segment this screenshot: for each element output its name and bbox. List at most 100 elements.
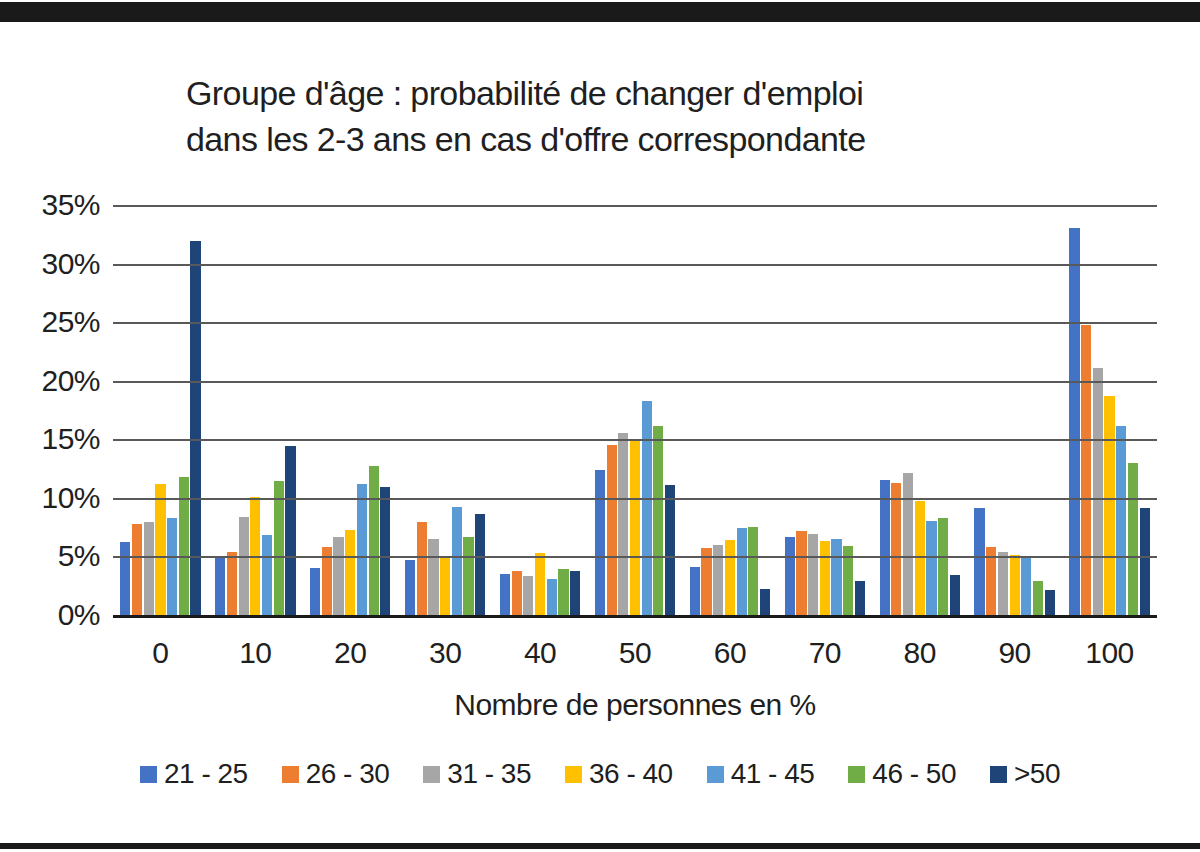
bar-36-40-cat30 bbox=[440, 558, 450, 615]
gridline-5pct bbox=[113, 556, 1157, 558]
bar->50-cat100 bbox=[1140, 508, 1150, 615]
bar->50-cat70 bbox=[855, 581, 865, 615]
legend-label: 46 - 50 bbox=[872, 758, 956, 790]
bar-21-25-cat0 bbox=[120, 542, 130, 615]
bar-46-50-cat100 bbox=[1128, 463, 1138, 615]
bar-41-45-cat20 bbox=[357, 484, 367, 615]
bar-group-80 bbox=[872, 205, 967, 615]
top-border-bar bbox=[0, 2, 1200, 22]
bar-group-20 bbox=[303, 205, 398, 615]
bar->50-cat60 bbox=[760, 589, 770, 615]
bar->50-cat30 bbox=[475, 514, 485, 615]
bar-41-45-cat50 bbox=[642, 401, 652, 615]
x-axis-title: Nombre de personnes en % bbox=[113, 688, 1157, 722]
bar-36-40-cat70 bbox=[820, 541, 830, 615]
legend-item-36-40: 36 - 40 bbox=[565, 758, 673, 790]
legend: 21 - 25 26 - 30 31 - 35 36 - 40 41 - 45 46 - … bbox=[0, 758, 1200, 790]
bar-31-35-cat90 bbox=[998, 552, 1008, 615]
bar->50-cat0 bbox=[190, 241, 200, 615]
legend-item-21-25: 21 - 25 bbox=[140, 758, 248, 790]
x-axis-tick-label-60: 60 bbox=[682, 636, 777, 670]
bar-26-30-cat10 bbox=[227, 552, 237, 615]
bar-31-35-cat50 bbox=[618, 433, 628, 615]
bar-46-50-cat40 bbox=[558, 569, 568, 615]
bar-group-90 bbox=[967, 205, 1062, 615]
legend-item->50: >50 bbox=[990, 758, 1060, 790]
gridline-25pct bbox=[113, 322, 1157, 324]
bar-21-25-cat90 bbox=[974, 508, 984, 615]
bar-36-40-cat0 bbox=[155, 484, 165, 615]
gridline-10pct bbox=[113, 498, 1157, 500]
legend-label: 31 - 35 bbox=[447, 758, 531, 790]
bar-26-30-cat40 bbox=[512, 571, 522, 616]
y-axis-tick-label-0pct: 0% bbox=[0, 598, 100, 632]
bar-group-10 bbox=[208, 205, 303, 615]
bar-36-40-cat60 bbox=[725, 540, 735, 615]
bar-31-35-cat30 bbox=[428, 539, 438, 615]
bar->50-cat10 bbox=[285, 446, 295, 615]
bar-46-50-cat90 bbox=[1033, 581, 1043, 615]
chart-canvas: Groupe d'âge : probabilité de changer d'… bbox=[0, 0, 1200, 852]
legend-swatch-icon bbox=[848, 766, 865, 783]
legend-item-31-35: 31 - 35 bbox=[423, 758, 531, 790]
bar-group-30 bbox=[398, 205, 493, 615]
bar-21-25-cat20 bbox=[310, 568, 320, 615]
legend-item-41-45: 41 - 45 bbox=[707, 758, 815, 790]
bar-31-35-cat100 bbox=[1093, 368, 1103, 615]
x-axis-tick-label-10: 10 bbox=[208, 636, 303, 670]
bar-21-25-cat30 bbox=[405, 560, 415, 615]
gridline-20pct bbox=[113, 381, 1157, 383]
bar->50-cat40 bbox=[570, 571, 580, 616]
y-axis-tick-label-20pct: 20% bbox=[0, 364, 100, 398]
bar-31-35-cat40 bbox=[523, 576, 533, 615]
legend-item-46-50: 46 - 50 bbox=[848, 758, 956, 790]
gridline-35pct bbox=[113, 205, 1157, 207]
bar-46-50-cat80 bbox=[938, 518, 948, 615]
bar-46-50-cat50 bbox=[653, 426, 663, 615]
x-axis-tick-label-100: 100 bbox=[1062, 636, 1157, 670]
x-axis-tick-label-40: 40 bbox=[493, 636, 588, 670]
bar-36-40-cat20 bbox=[345, 530, 355, 616]
bar-26-30-cat100 bbox=[1081, 325, 1091, 616]
y-axis-tick-label-10pct: 10% bbox=[0, 481, 100, 515]
bar-group-50 bbox=[588, 205, 683, 615]
x-axis-tick-label-50: 50 bbox=[588, 636, 683, 670]
bar-31-35-cat0 bbox=[144, 522, 154, 615]
chart-title-line-2: dans les 2-3 ans en cas d'offre correspo… bbox=[186, 116, 866, 162]
y-axis-tick-label-15pct: 15% bbox=[0, 422, 100, 456]
legend-swatch-icon bbox=[423, 766, 440, 783]
legend-item-26-30: 26 - 30 bbox=[282, 758, 390, 790]
bar-26-30-cat30 bbox=[417, 522, 427, 615]
gridline-15pct bbox=[113, 439, 1157, 441]
bar-group-40 bbox=[493, 205, 588, 615]
bar-31-35-cat80 bbox=[903, 473, 913, 615]
x-axis-tick-label-90: 90 bbox=[967, 636, 1062, 670]
bar-36-40-cat90 bbox=[1010, 555, 1020, 615]
bar-46-50-cat60 bbox=[748, 527, 758, 615]
x-axis-tick-label-30: 30 bbox=[398, 636, 493, 670]
legend-label: 26 - 30 bbox=[306, 758, 390, 790]
chart-title-line-1: Groupe d'âge : probabilité de changer d'… bbox=[186, 70, 866, 116]
bar-group-70 bbox=[777, 205, 872, 615]
bar-41-45-cat10 bbox=[262, 535, 272, 615]
bar-41-45-cat100 bbox=[1116, 426, 1126, 615]
x-axis-tick-label-0: 0 bbox=[113, 636, 208, 670]
legend-swatch-icon bbox=[707, 766, 724, 783]
bar->50-cat50 bbox=[665, 485, 675, 615]
bar->50-cat90 bbox=[1045, 590, 1055, 615]
bar-41-45-cat40 bbox=[547, 579, 557, 615]
bar-36-40-cat50 bbox=[630, 439, 640, 615]
bar-group-60 bbox=[682, 205, 777, 615]
legend-swatch-icon bbox=[565, 766, 582, 783]
legend-label: >50 bbox=[1014, 758, 1060, 790]
bar-41-45-cat60 bbox=[737, 528, 747, 615]
bar-31-35-cat70 bbox=[808, 534, 818, 615]
bar-36-40-cat40 bbox=[535, 553, 545, 615]
chart-title: Groupe d'âge : probabilité de changer d'… bbox=[186, 70, 866, 162]
legend-label: 21 - 25 bbox=[164, 758, 248, 790]
legend-label: 41 - 45 bbox=[731, 758, 815, 790]
bottom-border-bar bbox=[0, 843, 1200, 849]
bar-26-30-cat70 bbox=[796, 531, 806, 615]
bar-26-30-cat50 bbox=[607, 445, 617, 615]
bar-26-30-cat0 bbox=[132, 524, 142, 615]
